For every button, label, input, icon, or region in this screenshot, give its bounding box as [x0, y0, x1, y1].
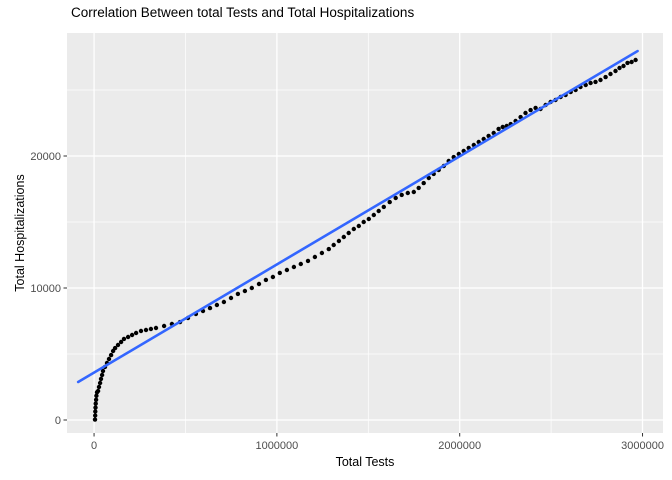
data-point — [112, 345, 118, 351]
data-point — [121, 336, 127, 342]
data-point — [633, 57, 638, 63]
data-point — [93, 405, 98, 410]
data-point — [99, 372, 105, 378]
data-point — [598, 77, 603, 83]
data-point — [96, 384, 102, 390]
data-point — [256, 281, 262, 287]
data-point — [305, 258, 311, 264]
data-point — [421, 180, 426, 186]
data-point — [106, 356, 112, 362]
chart-title: Correlation Between total Tests and Tota… — [71, 5, 415, 20]
data-point — [603, 74, 608, 80]
data-point — [528, 107, 533, 113]
data-point — [629, 59, 634, 65]
data-point — [588, 80, 593, 86]
data-point — [161, 323, 167, 329]
data-point — [270, 274, 276, 280]
data-point — [617, 65, 622, 71]
data-point — [92, 417, 98, 422]
data-point — [214, 302, 220, 308]
data-point — [356, 223, 361, 229]
data-point — [416, 185, 421, 191]
x-axis-title: Total Tests — [335, 455, 395, 469]
data-point — [426, 175, 431, 181]
data-point — [608, 71, 613, 77]
data-point — [319, 250, 325, 256]
data-point — [153, 325, 159, 331]
data-point — [138, 328, 144, 334]
data-point — [95, 388, 101, 394]
y-tick-label: 20000 — [30, 151, 61, 163]
data-point — [405, 190, 410, 196]
x-tick-label: 0 — [91, 440, 97, 452]
y-tick-label: 0 — [55, 415, 61, 427]
data-point — [500, 124, 505, 130]
data-point — [207, 305, 213, 311]
data-point — [129, 332, 135, 338]
data-point — [235, 291, 241, 297]
data-point — [486, 133, 491, 139]
data-point — [125, 334, 131, 340]
y-tick-label: 10000 — [30, 283, 61, 295]
data-point — [336, 238, 342, 244]
x-tick-label: 1000000 — [255, 440, 298, 452]
data-point — [143, 327, 149, 333]
data-point — [298, 261, 303, 267]
data-point — [263, 277, 269, 283]
data-point — [312, 254, 318, 260]
y-axis-title: Total Hospitalizations — [13, 174, 27, 292]
data-point — [346, 230, 351, 236]
data-point — [249, 285, 254, 291]
data-point — [399, 192, 404, 198]
data-point — [411, 189, 416, 195]
data-point — [625, 60, 630, 66]
data-point — [341, 234, 346, 240]
data-point — [108, 352, 114, 358]
data-point — [133, 330, 139, 336]
trend-line — [76, 49, 639, 384]
data-point — [98, 376, 104, 382]
data-point — [277, 270, 282, 276]
data-point — [381, 204, 386, 210]
data-point — [533, 105, 538, 111]
data-point — [93, 397, 99, 402]
x-tick-label: 3000000 — [621, 440, 664, 452]
data-point — [351, 226, 356, 232]
data-point — [100, 368, 106, 374]
x-tick-label: 2000000 — [438, 440, 481, 452]
data-point — [393, 195, 398, 201]
data-point — [221, 299, 227, 305]
data-point — [326, 246, 331, 252]
panel-background — [67, 33, 663, 433]
data-point — [366, 216, 371, 222]
data-point — [97, 380, 103, 386]
data-point — [284, 267, 290, 273]
data-point — [93, 409, 98, 414]
data-point — [361, 219, 366, 225]
data-point — [228, 295, 234, 301]
data-point — [331, 242, 336, 248]
data-point — [376, 208, 381, 214]
data-point — [593, 79, 598, 85]
data-point — [621, 63, 626, 69]
data-point — [291, 264, 297, 270]
data-point — [387, 199, 392, 205]
data-point — [115, 342, 121, 348]
data-point — [371, 212, 376, 218]
data-point — [242, 288, 248, 294]
data-point — [93, 413, 98, 418]
data-point — [523, 110, 528, 116]
data-point — [94, 393, 99, 398]
data-point — [496, 126, 501, 132]
data-point — [148, 326, 154, 332]
data-point — [93, 401, 98, 406]
data-point — [118, 339, 124, 345]
data-point — [613, 68, 618, 74]
